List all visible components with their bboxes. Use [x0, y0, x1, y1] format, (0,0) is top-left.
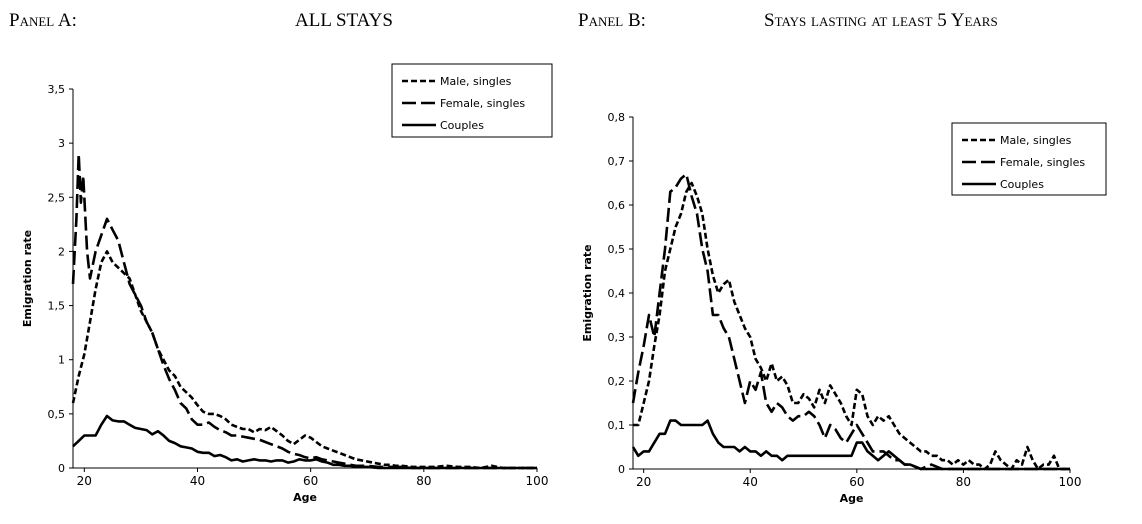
panel-a-prefix: Panel A: [9, 10, 77, 31]
legend-label: Male, singles [1000, 134, 1072, 147]
x-tick-label: 20 [77, 474, 92, 488]
x-tick-label: 40 [743, 475, 758, 489]
legend-label: Male, singles [440, 75, 512, 88]
series-line-male-singles [71, 250, 537, 470]
series-line-female-singles [71, 152, 537, 470]
y-tick-label: 1 [58, 354, 65, 367]
x-tick-label: 100 [1059, 475, 1082, 489]
x-tick-label: 80 [956, 475, 971, 489]
legend-label: Female, singles [440, 97, 525, 110]
series-line-couples [631, 419, 1070, 471]
y-tick-label: 0,1 [608, 419, 626, 432]
y-tick-label: 3,5 [48, 83, 66, 96]
y-tick-label: 0,7 [608, 155, 626, 168]
y-tick-label: 0 [618, 463, 625, 476]
y-axis-label: Emigration rate [581, 244, 594, 341]
panel-b-prefix: Panel B: [578, 10, 646, 31]
x-tick-label: 20 [636, 475, 651, 489]
y-tick-label: 0,6 [608, 199, 626, 212]
legend-label: Couples [1000, 178, 1044, 191]
x-tick-label: 80 [416, 474, 431, 488]
legend-label: Female, singles [1000, 156, 1085, 169]
y-tick-label: 0,5 [608, 243, 626, 256]
x-axis-label: Age [840, 492, 864, 505]
x-tick-label: 40 [190, 474, 205, 488]
y-tick-label: 3 [58, 137, 65, 150]
y-tick-label: 1,5 [48, 300, 66, 313]
panel-b-title: Stays lasting at least 5 Years [764, 10, 998, 31]
x-tick-label: 60 [303, 474, 318, 488]
chart-panel-a: 0 0,5 1 1,5 2 2,5 3 3,5 20 40 60 80 100 Age Emigration… [21, 63, 553, 504]
y-tick-label: 2,5 [48, 191, 66, 204]
series-line-male-singles [633, 181, 1070, 471]
series-line-couples [72, 414, 537, 470]
y-axis-label: Emigration rate [21, 230, 34, 327]
y-tick-label: 0,5 [48, 408, 66, 421]
legend-label: Couples [440, 119, 484, 132]
y-tick-label: 0 [58, 462, 65, 475]
chart-panel-b: 0 0,1 0,2 0,3 0,4 0,5 0,6 0,7 0,8 20 40 60 80 100 Age E… [581, 111, 1107, 505]
x-tick-label: 100 [526, 474, 549, 488]
y-tick-label: 0,4 [608, 287, 626, 300]
panel-a-title: ALL STAYS [295, 10, 393, 31]
x-tick-label: 60 [849, 475, 864, 489]
y-tick-label: 0,2 [608, 375, 626, 388]
x-axis-label: Age [293, 491, 317, 504]
y-tick-label: 0,3 [608, 331, 626, 344]
y-tick-label: 2 [58, 245, 65, 258]
y-tick-label: 0,8 [608, 111, 626, 124]
